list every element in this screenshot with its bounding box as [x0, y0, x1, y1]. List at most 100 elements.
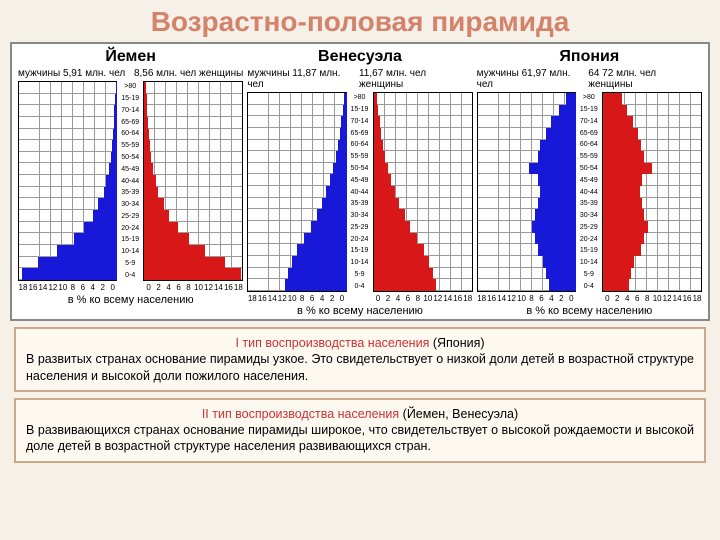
- female-bar: [144, 117, 148, 129]
- xtick: 10: [652, 294, 662, 303]
- female-bar: [603, 174, 642, 186]
- xtick: 6: [174, 283, 184, 292]
- female-bar: [374, 268, 434, 280]
- female-bar: [603, 256, 635, 268]
- female-bar: [374, 151, 386, 163]
- pyramid-1: Венесуэламужчины 11,87 млн. чел11,67 млн…: [245, 44, 474, 319]
- pyramid-2: Япониямужчины 61,97 млн. чел64 72 млн. ч…: [475, 44, 704, 319]
- chart: >8015-1970-1465-6960-6455-5950-5445-4940…: [477, 92, 702, 292]
- male-bar: [112, 140, 117, 152]
- male-bar: [538, 244, 576, 256]
- xtick: 12: [662, 294, 672, 303]
- male-bar: [330, 174, 346, 186]
- text2-suffix: (Йемен, Венесуэла): [399, 407, 518, 421]
- male-bar: [559, 105, 575, 117]
- xtick: 2: [556, 294, 566, 303]
- age-label: 40-44: [576, 186, 602, 198]
- age-label: 0-4: [117, 269, 143, 281]
- female-bar: [144, 129, 149, 141]
- text1-suffix: (Япония): [429, 336, 484, 350]
- age-label: 60-64: [117, 128, 143, 140]
- male-bar: [540, 140, 575, 152]
- male-bar: [297, 244, 346, 256]
- male-bar: [311, 221, 346, 233]
- female-bar: [374, 105, 379, 117]
- female-bar: [144, 222, 178, 234]
- xtick: 2: [98, 283, 108, 292]
- xtick: 12: [277, 294, 287, 303]
- female-half: [373, 92, 473, 292]
- female-bar: [144, 163, 153, 175]
- age-label: 25-29: [576, 221, 602, 233]
- age-label: 45-49: [576, 174, 602, 186]
- male-bar: [336, 151, 347, 163]
- male-bar: [114, 105, 117, 117]
- age-label: 15-19: [576, 245, 602, 257]
- age-label: 5-9: [117, 257, 143, 269]
- text2-head: II тип воспроизводства населения: [202, 407, 399, 421]
- xtick: 4: [164, 283, 174, 292]
- female-bar: [144, 198, 164, 210]
- female-bar: [144, 233, 189, 245]
- xtick: 0: [373, 294, 383, 303]
- age-label: 60-64: [347, 139, 373, 151]
- xtick: 10: [287, 294, 297, 303]
- male-bar: [538, 198, 576, 210]
- xtick: 8: [527, 294, 537, 303]
- female-bar: [144, 268, 241, 280]
- age-label: 70-14: [576, 116, 602, 128]
- female-bar: [603, 198, 642, 210]
- male-bar: [538, 174, 576, 186]
- male-bar: [22, 268, 117, 280]
- age-label: 30-34: [576, 210, 602, 222]
- xtick: 12: [48, 283, 58, 292]
- age-label: 20-24: [117, 222, 143, 234]
- age-label: 5-9: [576, 268, 602, 280]
- xtick: 12: [203, 283, 213, 292]
- age-label: 50-54: [117, 152, 143, 164]
- female-bar: [144, 175, 155, 187]
- text1-head: I тип воспроизводства населения: [235, 336, 429, 350]
- age-label: 15-19: [347, 104, 373, 116]
- male-half: [18, 81, 117, 281]
- xtick: 8: [413, 294, 423, 303]
- xtick: 18: [692, 294, 702, 303]
- female-bar: [374, 244, 424, 256]
- xtick: 0: [108, 283, 118, 292]
- x-label: в % ко всему населению: [247, 305, 472, 317]
- pyramid-0: Йеменмужчины 5,91 млн. чел8,56 млн. чел …: [16, 44, 245, 319]
- age-label: 55-59: [117, 140, 143, 152]
- age-label: 25-29: [347, 221, 373, 233]
- female-bar: [603, 233, 644, 245]
- female-bar: [603, 244, 641, 256]
- female-bar: [374, 128, 382, 140]
- female-bar: [374, 163, 389, 175]
- female-bar: [144, 140, 150, 152]
- xtick: 18: [18, 283, 28, 292]
- female-label: 11,67 млн. чел женщины: [359, 68, 473, 90]
- age-label: 35-39: [117, 187, 143, 199]
- female-bar: [603, 221, 648, 233]
- male-bar: [551, 116, 576, 128]
- female-bar: [374, 233, 418, 245]
- male-bar: [326, 186, 347, 198]
- xtick: 4: [622, 294, 632, 303]
- male-bar: [292, 256, 347, 268]
- female-bar: [374, 221, 411, 233]
- age-label: 50-54: [347, 163, 373, 175]
- female-bar: [603, 116, 633, 128]
- male-bar: [114, 117, 117, 129]
- age-label: 10-14: [347, 257, 373, 269]
- male-bar: [546, 268, 576, 280]
- age-label: >80: [117, 81, 143, 93]
- age-label: 55-59: [347, 151, 373, 163]
- age-label: 30-34: [117, 199, 143, 211]
- xtick: 10: [58, 283, 68, 292]
- pyramids-row: Йеменмужчины 5,91 млн. чел8,56 млн. чел …: [10, 42, 710, 321]
- age-label: 30-34: [347, 210, 373, 222]
- xtick: 4: [393, 294, 403, 303]
- xtick: 8: [642, 294, 652, 303]
- female-bar: [603, 93, 622, 105]
- xtick: 14: [443, 294, 453, 303]
- age-label: 15-19: [347, 245, 373, 257]
